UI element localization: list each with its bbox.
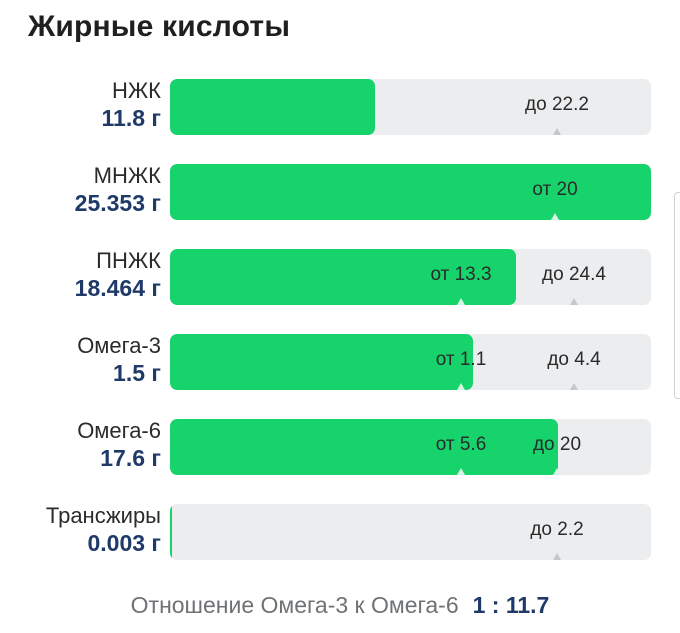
reference-marker-label: до 2.2 [530, 519, 584, 540]
progress-fill [170, 504, 172, 560]
nutrient-label: Омега-3 1.5 г [77, 333, 161, 387]
nutrient-amount: 11.8 г [101, 105, 161, 131]
omega-ratio-label: Отношение Омега-3 к Омега-6 [130, 592, 459, 618]
progress-fill [170, 249, 516, 305]
nutrient-row: МНЖК 25.353 г от 20 [0, 163, 680, 221]
progress-fill [170, 419, 558, 475]
reference-marker-label: до 22.2 [525, 94, 589, 115]
marker-triangle-icon [570, 383, 578, 390]
nutrient-name: МНЖК [93, 163, 161, 188]
reference-marker-label: до 24.4 [542, 264, 606, 285]
progress-track: до 2.2 [170, 504, 651, 560]
progress-track: от 1.1 до 4.4 [170, 334, 651, 390]
nutrient-amount: 25.353 г [74, 190, 161, 216]
section-title: Жирные кислоты [28, 10, 291, 43]
progress-track: от 20 [170, 164, 651, 220]
progress-fill [170, 79, 375, 135]
nutrient-amount: 18.464 г [74, 275, 161, 301]
nutrient-label: Трансжиры 0.003 г [46, 503, 161, 557]
nutrient-label: Омега-6 17.6 г [77, 418, 161, 472]
nutrient-row: ПНЖК 18.464 г от 13.3 до 24.4 [0, 248, 680, 306]
nutrient-label: МНЖК 25.353 г [75, 163, 161, 217]
progress-track: от 13.3 до 24.4 [170, 249, 651, 305]
nutrient-amount: 0.003 г [87, 530, 161, 556]
nutrient-row: Омега-3 1.5 г от 1.1 до 4.4 [0, 333, 680, 391]
nutrient-amount: 17.6 г [100, 445, 161, 471]
nutrient-label: ПНЖК 18.464 г [75, 248, 161, 302]
reference-marker-label: до 20 [532, 434, 582, 455]
marker-triangle-icon [553, 553, 561, 560]
nutrient-row: Омега-6 17.6 г от 5.6 до 20 [0, 418, 680, 476]
nutrient-name: ПНЖК [96, 248, 161, 273]
reference-marker-label: от 20 [532, 179, 578, 200]
nutrient-name: Трансжиры [45, 503, 161, 528]
marker-triangle-icon [551, 213, 559, 220]
marker-triangle-icon [553, 128, 561, 135]
marker-triangle-icon [457, 383, 465, 390]
scrollbar[interactable] [674, 192, 680, 399]
marker-triangle-icon [553, 468, 561, 475]
omega-ratio-value: 1 : 11.7 [472, 592, 550, 618]
marker-triangle-icon [457, 468, 465, 475]
marker-triangle-icon [570, 298, 578, 305]
progress-fill [170, 164, 651, 220]
nutrient-name: Омега-3 [77, 333, 161, 358]
nutrient-name: Омега-6 [77, 418, 161, 443]
nutrient-name: НЖК [111, 78, 161, 103]
nutrient-amount: 1.5 г [113, 360, 161, 386]
omega-ratio: Отношение Омега-3 к Омега-6 1 : 11.7 [0, 592, 680, 619]
reference-marker-label: от 5.6 [435, 434, 487, 455]
reference-marker-label: от 1.1 [435, 349, 487, 370]
marker-triangle-icon [457, 298, 465, 305]
progress-fill [170, 334, 473, 390]
reference-marker-label: до 4.4 [547, 349, 601, 370]
progress-track: от 5.6 до 20 [170, 419, 651, 475]
nutrient-row: НЖК 11.8 г до 22.2 [0, 78, 680, 136]
nutrient-row: Трансжиры 0.003 г до 2.2 [0, 503, 680, 561]
reference-marker-label: от 13.3 [430, 264, 492, 285]
progress-track: до 22.2 [170, 79, 651, 135]
nutrient-label: НЖК 11.8 г [102, 78, 161, 132]
